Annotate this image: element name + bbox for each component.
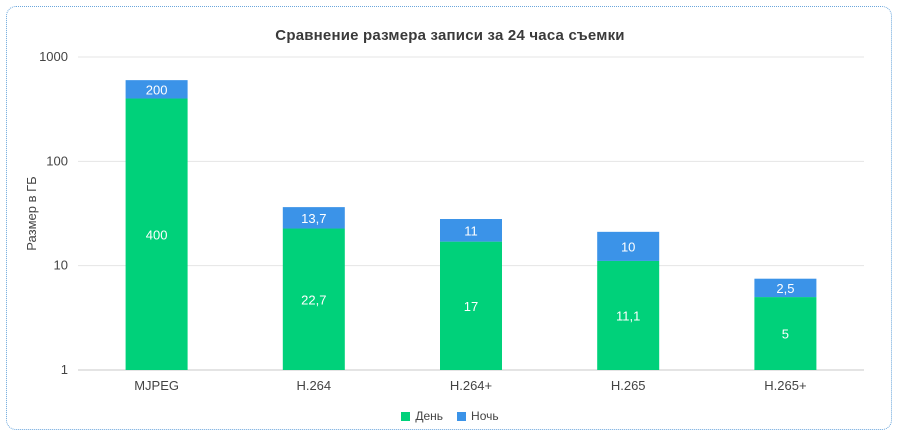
x-tick-label-H.264+: H.264+ [450,378,492,393]
legend-swatch-night [457,411,467,421]
bar-night-H.264+ [440,219,502,242]
legend-swatch-day [401,411,411,421]
data-label-night-H.265+: 2,5 [776,281,794,296]
legend-item-night: Ночь [457,409,499,423]
chart-title: Сравнение размера записи за 24 часа съем… [275,27,625,44]
y-tick-label-1: 1 [61,362,68,377]
data-label-night-MJPEG: 200 [146,82,168,97]
bar-day-MJPEG [125,98,188,371]
y-tick-label-10: 10 [54,258,68,273]
bar-night-H.265 [597,231,660,261]
bar-day-H.265+ [754,297,817,370]
y-tick-label-1000: 1000 [39,49,68,64]
data-label-day-H.264: 22,7 [301,292,326,307]
bar-night-MJPEG [125,80,188,99]
data-label-night-H.264+: 11 [464,223,478,238]
bar-day-H.264+ [440,241,502,370]
x-tick-label-H.264: H.264 [296,378,331,393]
legend-item-day: День [401,409,443,423]
data-label-day-H.265: 11,1 [616,308,640,323]
data-label-night-H.265: 10 [621,239,635,254]
bar-night-H.264 [282,207,345,229]
data-label-night-H.264: 13,7 [301,211,326,226]
legend-label-night: Ночь [471,409,499,423]
y-tick-label-100: 100 [46,153,68,168]
data-label-day-H.265+: 5 [782,327,789,342]
y-axis-label: Размер в ГБ [24,176,39,250]
x-tick-label-MJPEG: MJPEG [134,378,179,393]
data-label-day-MJPEG: 400 [146,227,168,242]
x-tick-label-H.265: H.265 [611,378,646,393]
bar-day-H.264 [282,228,345,370]
bar-day-H.265 [597,260,660,370]
legend-label-day: День [415,409,444,423]
x-tick-label-H.265+: H.265+ [764,378,806,393]
chart-legend: День Ночь [7,409,893,423]
data-label-day-H.264+: 17 [464,299,478,314]
bar-night-H.265+ [754,278,817,298]
